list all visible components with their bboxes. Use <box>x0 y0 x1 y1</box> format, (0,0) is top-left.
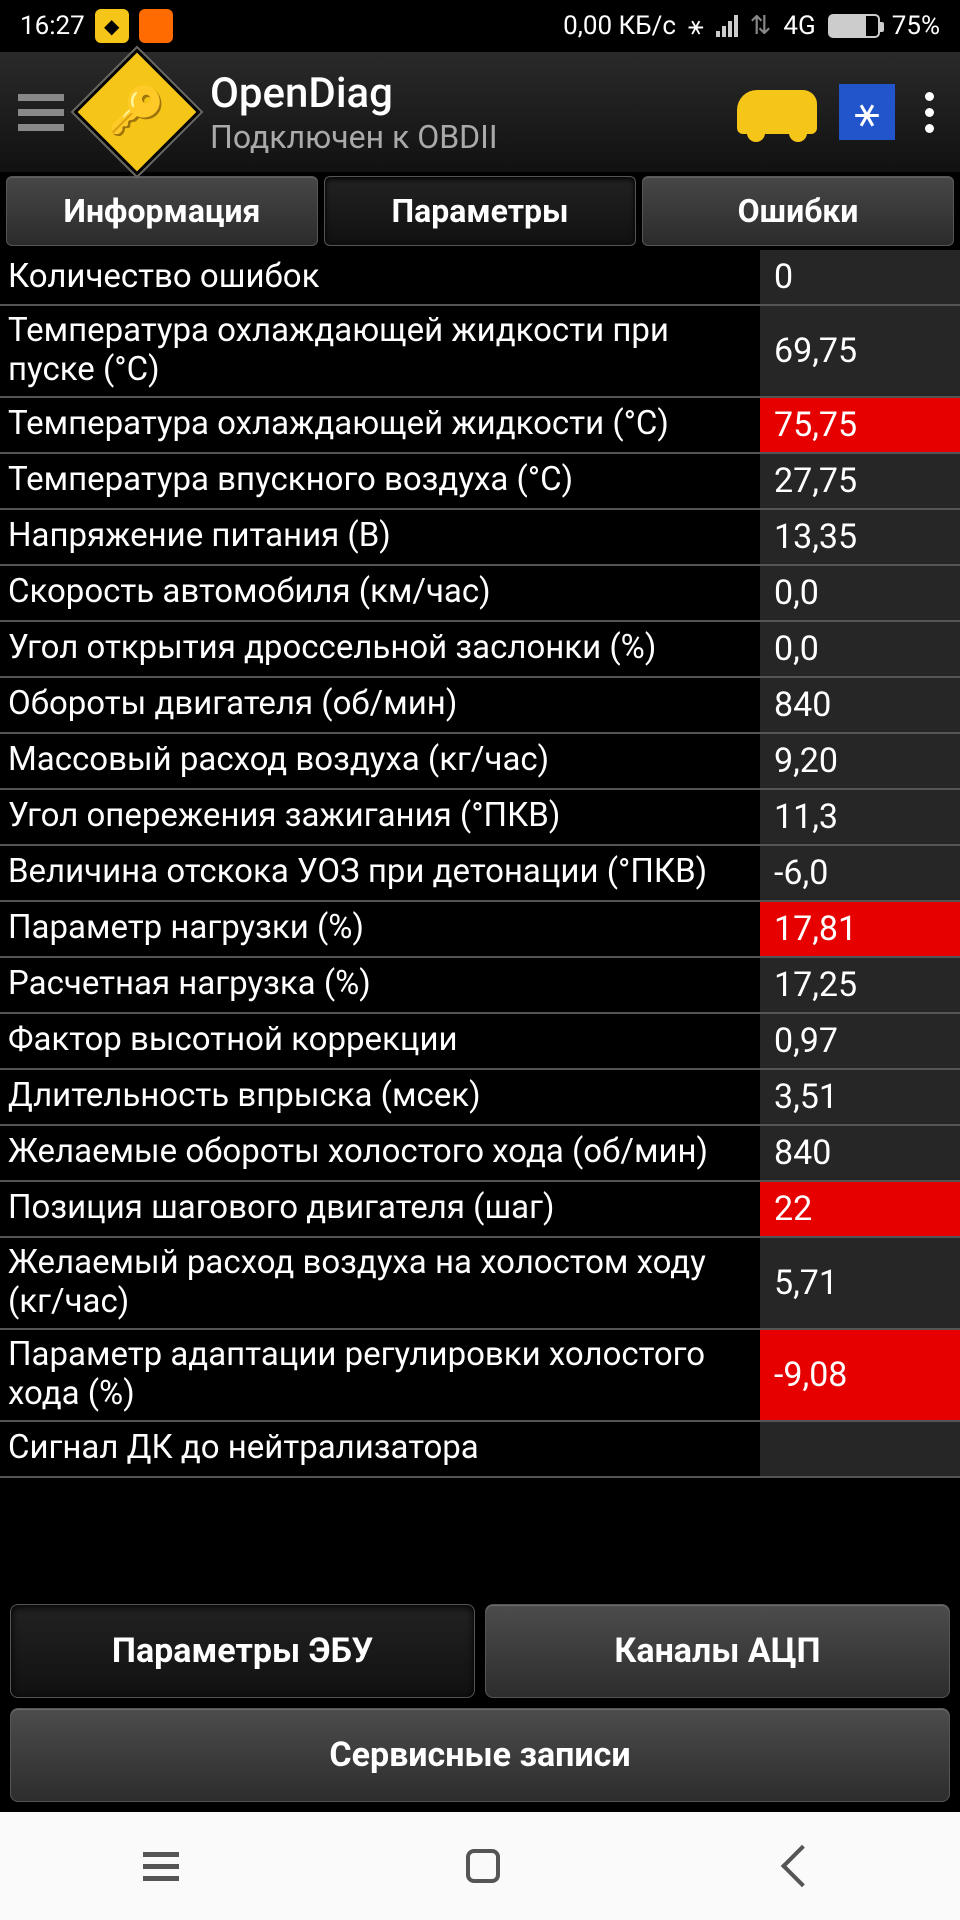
parameter-row[interactable]: Угол опережения зажигания (°ПКВ)11,3 <box>0 790 960 846</box>
tab-adc-channels[interactable]: Каналы АЦП <box>485 1604 950 1698</box>
parameter-label: Обороты двигателя (об/мин) <box>0 678 760 732</box>
app-title: OpenDiag <box>210 69 498 118</box>
parameter-value: 27,75 <box>760 454 960 508</box>
parameter-label: Скорость автомобиля (км/час) <box>0 566 760 620</box>
parameter-row[interactable]: Позиция шагового двигателя (шаг)22 <box>0 1182 960 1238</box>
parameter-value: 69,75 <box>760 306 960 396</box>
parameter-value: 0,0 <box>760 566 960 620</box>
parameter-row[interactable]: Температура охлаждающей жидкости при пус… <box>0 306 960 398</box>
parameter-value: 11,3 <box>760 790 960 844</box>
notification-icon: ◆ <box>95 9 129 43</box>
parameter-value: 0 <box>760 250 960 304</box>
parameter-row[interactable]: Количество ошибок0 <box>0 250 960 306</box>
nav-recent-button[interactable] <box>143 1864 179 1869</box>
parameter-value: 0,0 <box>760 622 960 676</box>
tab-parameters[interactable]: Параметры <box>324 176 636 246</box>
parameter-value: -6,0 <box>760 846 960 900</box>
top-tabs: Информация Параметры Ошибки <box>0 172 960 250</box>
tab-ecu-params[interactable]: Параметры ЭБУ <box>10 1604 475 1698</box>
data-rate: 0,00 КБ/с <box>563 11 676 41</box>
nav-home-button[interactable] <box>466 1849 500 1883</box>
parameter-value: 17,25 <box>760 958 960 1012</box>
parameter-label: Длительность впрыска (мсек) <box>0 1070 760 1124</box>
parameter-label: Количество ошибок <box>0 250 760 304</box>
connection-status: Подключен к OBDII <box>210 118 498 156</box>
parameter-label: Угол опережения зажигания (°ПКВ) <box>0 790 760 844</box>
parameter-value: 3,51 <box>760 1070 960 1124</box>
tab-information[interactable]: Информация <box>6 176 318 246</box>
status-bar: 16:27 ◆ 0,00 КБ/с ⚹ ⇅ 4G 75% <box>0 0 960 52</box>
parameter-row[interactable]: Длительность впрыска (мсек)3,51 <box>0 1070 960 1126</box>
parameter-row[interactable]: Параметр адаптации регулировки холостого… <box>0 1330 960 1422</box>
parameter-value: 0,97 <box>760 1014 960 1068</box>
nav-back-button[interactable] <box>787 1851 817 1881</box>
parameter-row[interactable]: Температура впускного воздуха (°C)27,75 <box>0 454 960 510</box>
parameter-value: -9,08 <box>760 1330 960 1420</box>
parameter-row[interactable]: Расчетная нагрузка (%)17,25 <box>0 958 960 1014</box>
parameter-row[interactable]: Желаемые обороты холостого хода (об/мин)… <box>0 1126 960 1182</box>
tab-errors[interactable]: Ошибки <box>642 176 954 246</box>
parameter-value: 75,75 <box>760 398 960 452</box>
status-time: 16:27 <box>20 11 85 41</box>
parameter-label: Желаемый расход воздуха на холостом ходу… <box>0 1238 760 1328</box>
parameter-row[interactable]: Угол открытия дроссельной заслонки (%)0,… <box>0 622 960 678</box>
bluetooth-icon: ⚹ <box>688 11 704 42</box>
battery-percent: 75% <box>892 11 940 41</box>
battery-icon <box>828 14 880 38</box>
parameter-value: 840 <box>760 1126 960 1180</box>
notification-icon <box>139 9 173 43</box>
parameter-row[interactable]: Фактор высотной коррекции0,97 <box>0 1014 960 1070</box>
parameter-label: Температура охлаждающей жидкости при пус… <box>0 306 760 396</box>
parameter-value: 13,35 <box>760 510 960 564</box>
tab-service-records[interactable]: Сервисные записи <box>10 1708 950 1802</box>
parameter-label: Напряжение питания (В) <box>0 510 760 564</box>
parameter-label: Температура охлаждающей жидкости (°C) <box>0 398 760 452</box>
parameter-value: 17,81 <box>760 902 960 956</box>
bottom-tabs: Параметры ЭБУ Каналы АЦП Сервисные запис… <box>0 1596 960 1812</box>
app-header: 🔑 OpenDiag Подключен к OBDII ⚹ <box>0 52 960 172</box>
menu-button[interactable] <box>18 94 64 131</box>
car-icon[interactable] <box>737 90 817 134</box>
parameter-row[interactable]: Обороты двигателя (об/мин)840 <box>0 678 960 734</box>
parameter-row[interactable]: Сигнал ДК до нейтрализатора <box>0 1422 960 1478</box>
parameter-row[interactable]: Напряжение питания (В)13,35 <box>0 510 960 566</box>
parameter-label: Массовый расход воздуха (кг/час) <box>0 734 760 788</box>
network-type: 4G <box>783 11 815 41</box>
data-arrows-icon: ⇅ <box>750 11 772 41</box>
signal-icon <box>716 15 738 37</box>
parameter-label: Параметр адаптации регулировки холостого… <box>0 1330 760 1420</box>
app-logo-icon: 🔑 <box>73 48 200 175</box>
parameter-label: Фактор высотной коррекции <box>0 1014 760 1068</box>
android-nav-bar <box>0 1812 960 1920</box>
parameter-row[interactable]: Скорость автомобиля (км/час)0,0 <box>0 566 960 622</box>
parameter-label: Желаемые обороты холостого хода (об/мин) <box>0 1126 760 1180</box>
parameter-label: Параметр нагрузки (%) <box>0 902 760 956</box>
parameter-label: Сигнал ДК до нейтрализатора <box>0 1422 760 1476</box>
parameter-row[interactable]: Желаемый расход воздуха на холостом ходу… <box>0 1238 960 1330</box>
parameter-row[interactable]: Температура охлаждающей жидкости (°C)75,… <box>0 398 960 454</box>
bluetooth-elm-icon[interactable]: ⚹ <box>839 84 895 140</box>
parameter-value: 22 <box>760 1182 960 1236</box>
parameter-value: 5,71 <box>760 1238 960 1328</box>
parameters-list[interactable]: Количество ошибок0Температура охлаждающе… <box>0 250 960 1596</box>
overflow-menu-button[interactable] <box>917 92 942 133</box>
parameter-label: Расчетная нагрузка (%) <box>0 958 760 1012</box>
parameter-label: Температура впускного воздуха (°C) <box>0 454 760 508</box>
parameter-label: Позиция шагового двигателя (шаг) <box>0 1182 760 1236</box>
parameter-row[interactable]: Массовый расход воздуха (кг/час)9,20 <box>0 734 960 790</box>
parameter-label: Угол открытия дроссельной заслонки (%) <box>0 622 760 676</box>
parameter-row[interactable]: Параметр нагрузки (%)17,81 <box>0 902 960 958</box>
parameter-value: 840 <box>760 678 960 732</box>
parameter-row[interactable]: Величина отскока УОЗ при детонации (°ПКВ… <box>0 846 960 902</box>
parameter-value <box>760 1422 960 1476</box>
parameter-label: Величина отскока УОЗ при детонации (°ПКВ… <box>0 846 760 900</box>
parameter-value: 9,20 <box>760 734 960 788</box>
